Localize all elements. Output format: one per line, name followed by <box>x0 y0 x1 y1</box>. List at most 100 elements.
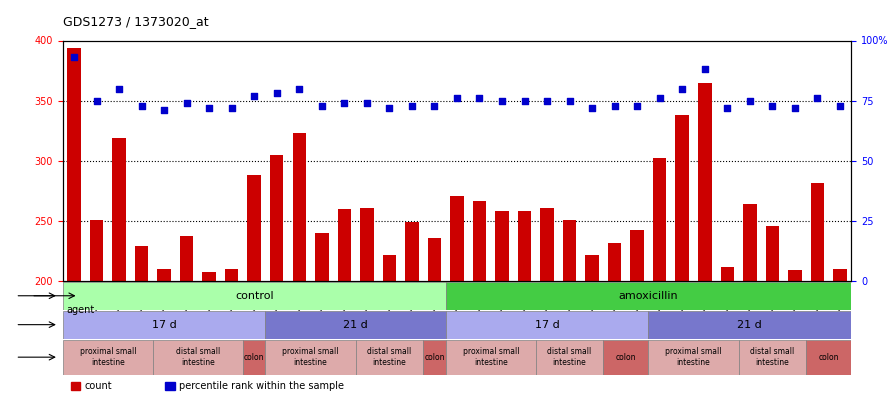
Bar <box>743 204 756 405</box>
Bar <box>180 236 194 405</box>
Bar <box>788 271 802 405</box>
Point <box>247 93 262 99</box>
Point <box>134 102 149 109</box>
FancyBboxPatch shape <box>445 340 536 375</box>
Point <box>563 98 577 104</box>
FancyBboxPatch shape <box>649 311 851 339</box>
Point <box>652 95 667 102</box>
Text: colon: colon <box>818 353 839 362</box>
Point <box>698 66 712 72</box>
Point <box>450 95 464 102</box>
Point <box>517 98 531 104</box>
Point <box>67 54 82 61</box>
Bar <box>112 138 125 405</box>
Bar <box>158 269 171 405</box>
Bar <box>631 230 644 405</box>
Text: proximal small
intestine: proximal small intestine <box>462 347 519 367</box>
Point <box>112 85 126 92</box>
Point <box>405 102 419 109</box>
Text: distal small
intestine: distal small intestine <box>750 347 795 367</box>
Bar <box>540 208 554 405</box>
Text: 21 d: 21 d <box>343 320 368 330</box>
Text: 17 d: 17 d <box>535 320 559 330</box>
Bar <box>698 83 711 405</box>
Text: distal small
intestine: distal small intestine <box>547 347 591 367</box>
Point <box>179 100 194 107</box>
Bar <box>67 48 81 405</box>
Bar <box>585 255 599 405</box>
FancyBboxPatch shape <box>243 340 265 375</box>
Text: proximal small
intestine: proximal small intestine <box>282 347 339 367</box>
Text: agent: agent <box>66 305 95 315</box>
Point <box>472 95 487 102</box>
Text: 17 d: 17 d <box>151 320 177 330</box>
Point <box>607 102 622 109</box>
Bar <box>811 183 824 405</box>
Point <box>337 100 351 107</box>
Bar <box>134 246 149 405</box>
FancyBboxPatch shape <box>806 340 851 375</box>
Bar <box>495 211 509 405</box>
Bar <box>338 209 351 405</box>
Text: distal small
intestine: distal small intestine <box>176 347 220 367</box>
FancyBboxPatch shape <box>265 340 356 375</box>
Bar <box>225 269 238 405</box>
FancyBboxPatch shape <box>63 311 265 339</box>
FancyBboxPatch shape <box>63 340 153 375</box>
FancyBboxPatch shape <box>445 311 649 339</box>
Bar <box>315 233 329 405</box>
Point <box>359 100 374 107</box>
Point <box>314 102 329 109</box>
Point <box>270 90 284 97</box>
Text: count: count <box>85 381 112 391</box>
Point <box>157 107 171 113</box>
Bar <box>676 115 689 405</box>
FancyBboxPatch shape <box>445 282 851 310</box>
Bar <box>607 243 622 405</box>
Point <box>585 104 599 111</box>
Bar <box>765 226 780 405</box>
Point <box>292 85 306 92</box>
FancyBboxPatch shape <box>738 340 806 375</box>
Bar <box>473 200 487 405</box>
Bar <box>833 269 847 405</box>
Point <box>810 95 824 102</box>
Point <box>383 104 397 111</box>
Text: distal small
intestine: distal small intestine <box>367 347 411 367</box>
Point <box>202 104 216 111</box>
Bar <box>202 272 216 405</box>
Text: GDS1273 / 1373020_at: GDS1273 / 1373020_at <box>63 15 209 28</box>
FancyBboxPatch shape <box>603 340 649 375</box>
Point <box>630 102 644 109</box>
Bar <box>247 175 261 405</box>
Point <box>427 102 442 109</box>
Point <box>675 85 689 92</box>
Bar <box>360 208 374 405</box>
Text: amoxicillin: amoxicillin <box>618 291 678 301</box>
FancyBboxPatch shape <box>153 340 243 375</box>
Point <box>90 98 104 104</box>
Text: 21 d: 21 d <box>737 320 762 330</box>
Point <box>225 104 239 111</box>
Text: control: control <box>235 291 273 301</box>
Bar <box>71 382 80 390</box>
FancyBboxPatch shape <box>356 340 423 375</box>
Bar <box>427 238 441 405</box>
FancyBboxPatch shape <box>265 311 445 339</box>
Bar <box>165 382 175 390</box>
Text: percentile rank within the sample: percentile rank within the sample <box>179 381 344 391</box>
Bar <box>292 133 306 405</box>
Point <box>832 102 847 109</box>
Bar <box>270 155 283 405</box>
Bar <box>405 222 418 405</box>
Bar <box>563 220 576 405</box>
Point <box>743 98 757 104</box>
Bar <box>653 158 667 405</box>
FancyBboxPatch shape <box>649 340 738 375</box>
Point <box>540 98 555 104</box>
Point <box>495 98 509 104</box>
Bar <box>720 267 734 405</box>
Bar <box>383 255 396 405</box>
Point <box>720 104 735 111</box>
Text: proximal small
intestine: proximal small intestine <box>665 347 722 367</box>
